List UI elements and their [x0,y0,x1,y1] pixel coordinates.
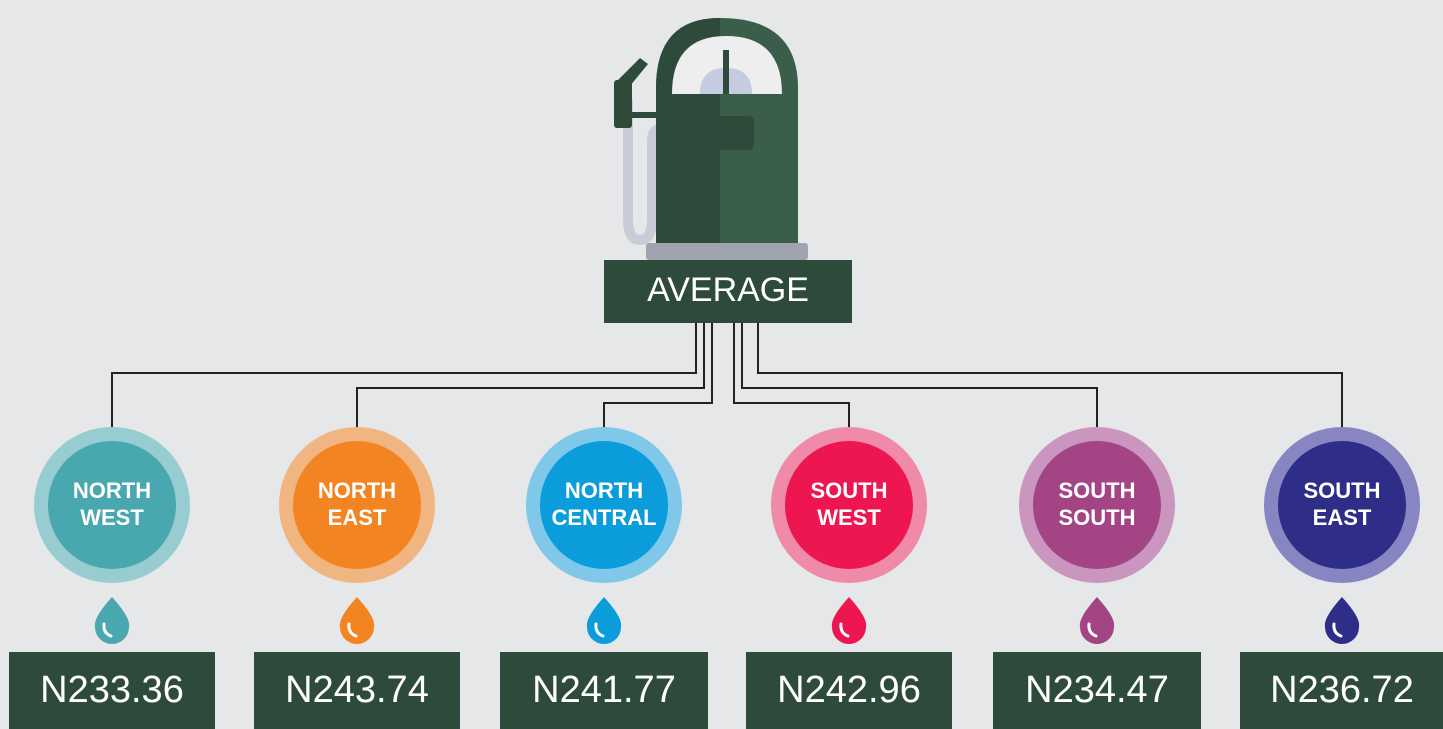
page: AVERAGE NORTHWESTN233.36NORTHEASTN243.74… [0,0,1443,729]
price: N234.47 [1025,669,1169,711]
region-name: NORTH [73,478,151,503]
price: N233.36 [40,669,184,711]
price: N243.74 [285,669,429,711]
region-name: CENTRAL [551,505,656,530]
average-label: AVERAGE [647,271,809,309]
region-name: SOUTH [1304,478,1381,503]
region-name: SOUTH [811,478,888,503]
price: N242.96 [777,669,921,711]
region-name: NORTH [318,478,396,503]
price: N241.77 [532,669,676,711]
region-name: SOUTH [1059,505,1136,530]
region-name: WEST [80,505,144,530]
infographic: AVERAGE NORTHWESTN233.36NORTHEASTN243.74… [0,0,1443,729]
region-name: EAST [328,505,387,530]
region-name: SOUTH [1059,478,1136,503]
price: N236.72 [1270,669,1414,711]
region-name: WEST [817,505,881,530]
region-name: NORTH [565,478,643,503]
region-name: EAST [1313,505,1372,530]
